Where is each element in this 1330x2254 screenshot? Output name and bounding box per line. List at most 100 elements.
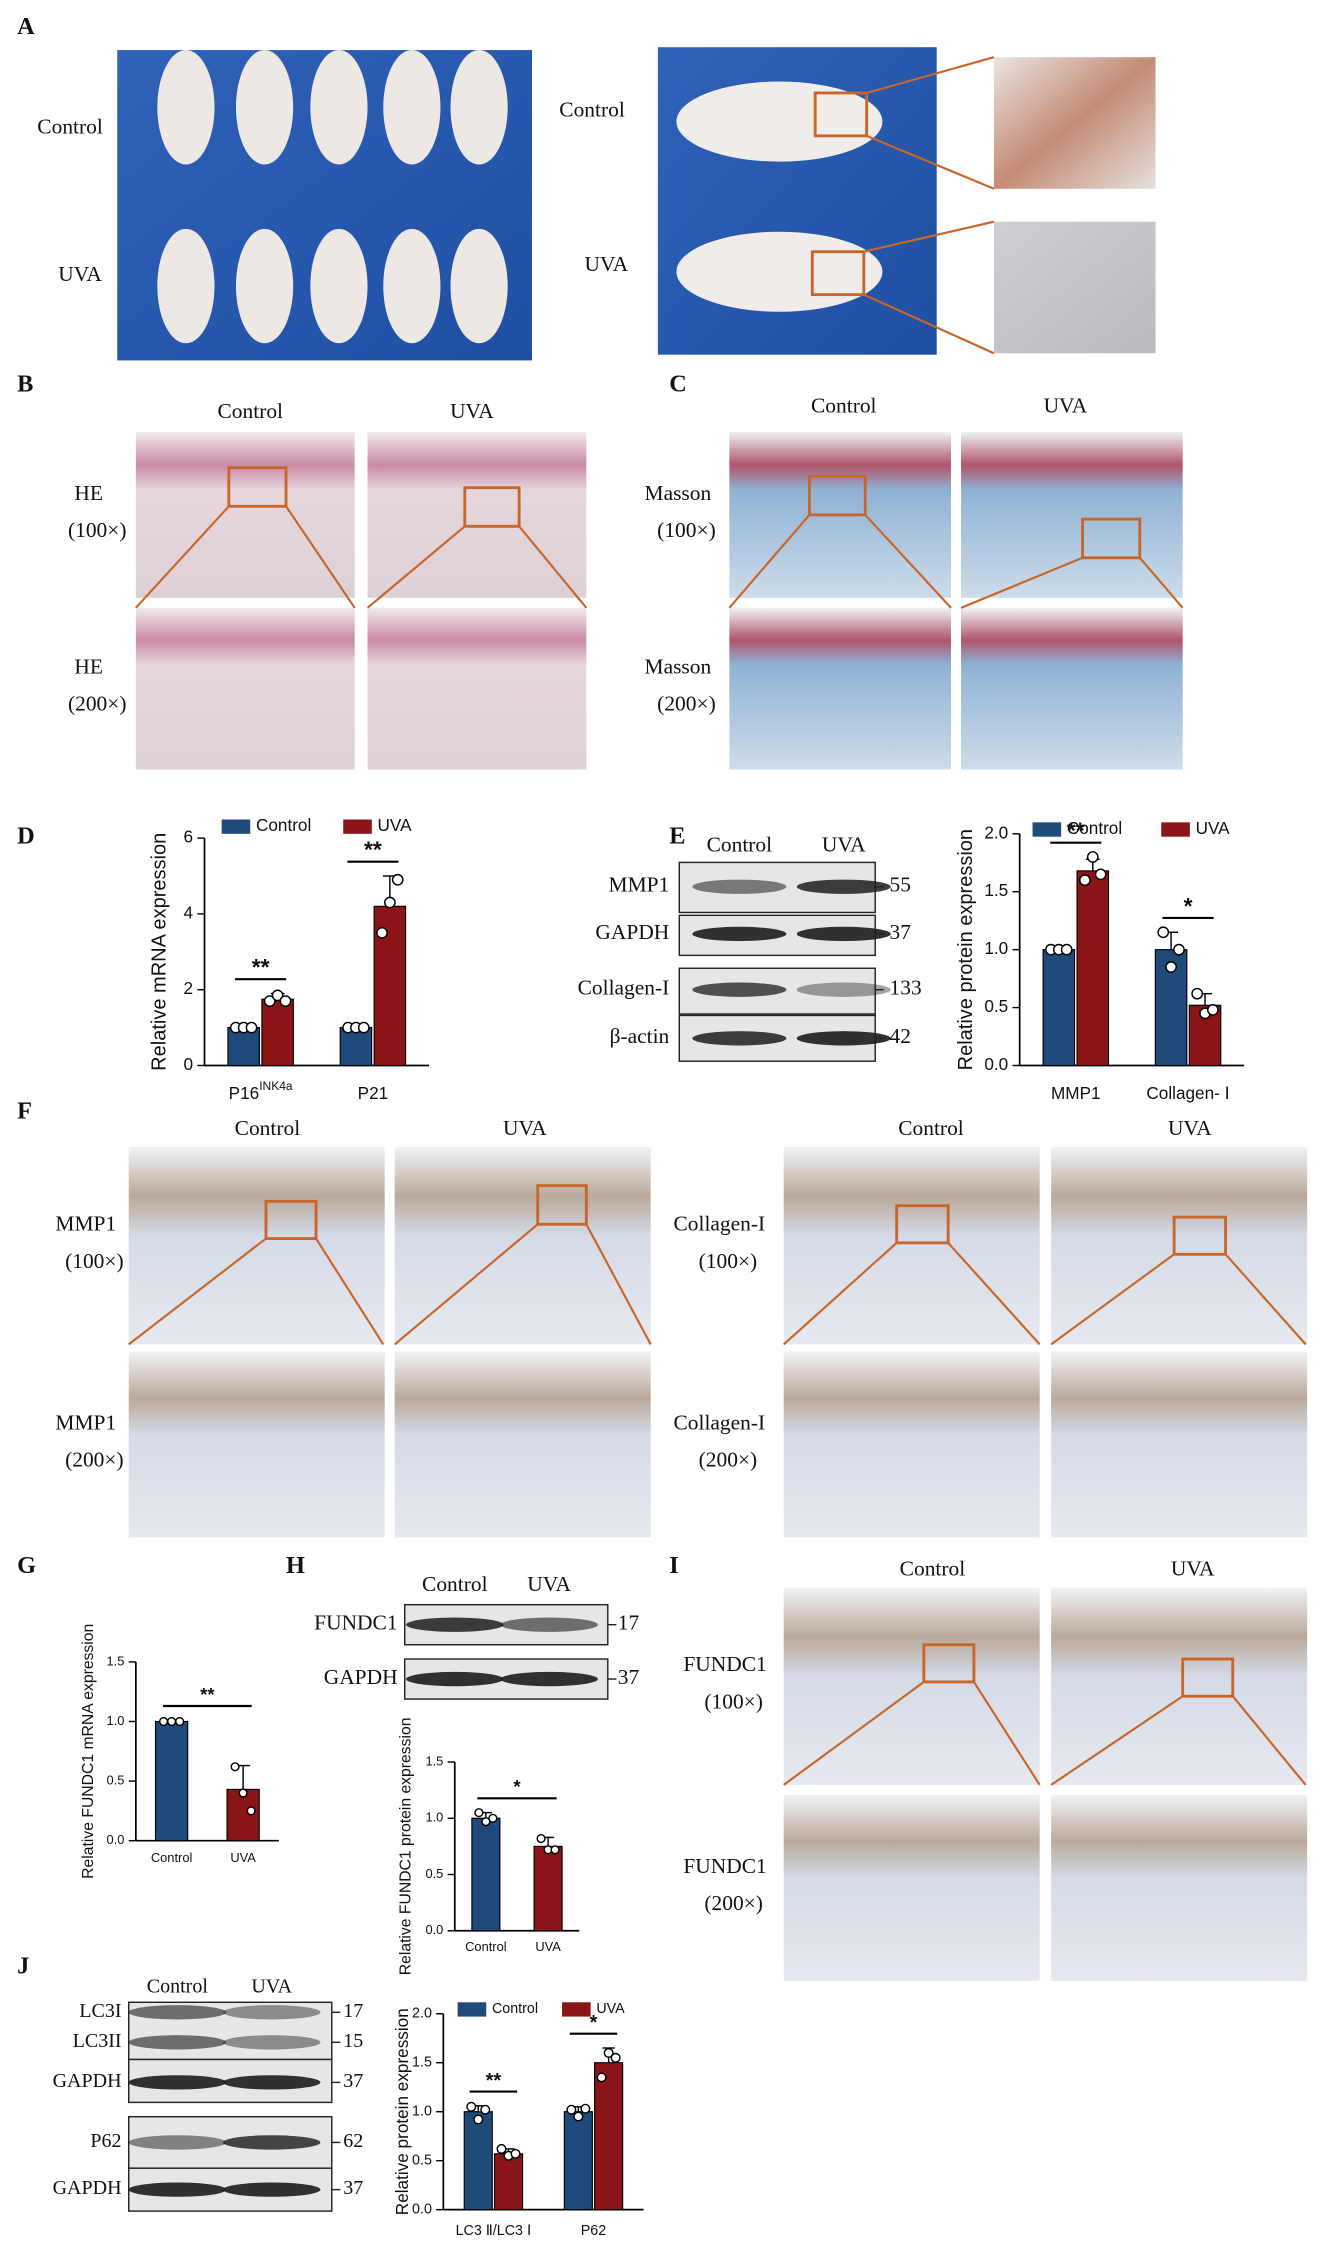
zoom-box — [813, 91, 869, 138]
zoom-box — [536, 1184, 588, 1226]
data-point — [596, 2072, 607, 2083]
zoom-line — [728, 514, 811, 609]
y-tick-label: 1.5 — [107, 1653, 125, 1668]
kda-label: 62 — [343, 2130, 363, 2152]
y-tick-label: 0.5 — [412, 2152, 432, 2168]
data-point — [550, 1845, 560, 1855]
zoom-box — [1172, 1215, 1228, 1256]
stain-label: Masson — [645, 481, 712, 505]
data-point — [1165, 961, 1177, 973]
magnification-label: (100×) — [704, 1689, 763, 1713]
blot-label: LC3I — [79, 2000, 121, 2022]
blot-band — [222, 2075, 321, 2090]
panel-letter: G — [17, 1552, 36, 1579]
blot-label: Collagen-I — [578, 976, 670, 1000]
data-point — [158, 1716, 169, 1727]
legend-swatch — [1032, 822, 1062, 837]
zoom-line — [1050, 1695, 1184, 1786]
zoom-line — [128, 1237, 267, 1346]
y-tick-label: 2 — [184, 978, 194, 998]
kda-label: 17 — [343, 2000, 363, 2022]
zoom-line — [1231, 1695, 1307, 1786]
stain-label: MMP1 — [55, 1212, 116, 1236]
data-point — [536, 1833, 546, 1844]
y-tick-label: 1.0 — [107, 1713, 125, 1728]
zoom-line — [315, 1237, 385, 1345]
blot-band — [128, 2035, 227, 2050]
data-point — [510, 2148, 521, 2159]
y-axis-label: Relative FUNDC1 protein expression — [397, 1718, 414, 1976]
blot-label: P62 — [90, 2130, 121, 2152]
kda-label: 37 — [343, 2177, 363, 2199]
bar — [227, 1027, 260, 1067]
data-point — [1094, 868, 1107, 881]
blot-band — [692, 1031, 787, 1046]
column-label: Control — [422, 1572, 488, 1596]
data-point — [230, 1762, 240, 1772]
zoom-line — [863, 293, 995, 355]
zoom-line — [866, 56, 995, 94]
zoom-line — [864, 514, 952, 609]
legend-label: UVA — [596, 2001, 625, 2017]
mouse — [450, 228, 508, 344]
category: Control — [465, 1939, 506, 1954]
data-point — [566, 2104, 577, 2115]
column-label: Control — [218, 399, 284, 423]
legend-label: UVA — [378, 815, 413, 835]
category: UVA — [230, 1851, 256, 1866]
mouse — [676, 81, 883, 162]
bar — [261, 998, 294, 1067]
data-point — [279, 995, 292, 1007]
blot-band — [222, 2035, 321, 2050]
stain-label: Collagen-I — [674, 1410, 766, 1434]
y-tick-label: 0.0 — [107, 1832, 125, 1847]
y-tick-label: 0.0 — [412, 2201, 432, 2217]
y-tick-label: 0 — [184, 1054, 194, 1074]
column-label: Control — [811, 394, 877, 418]
kda-label: 37 — [618, 1665, 640, 1689]
column-label: UVA — [1168, 1116, 1212, 1140]
bar — [533, 1845, 563, 1932]
magnification-label: (200×) — [65, 1448, 124, 1472]
blot-label: GAPDH — [53, 2177, 122, 2199]
blot-band — [692, 982, 787, 997]
kda-label: 37 — [343, 2070, 363, 2092]
photo — [1051, 1587, 1308, 1785]
category: P16 — [229, 1083, 260, 1103]
stain-label: Collagen-I — [674, 1212, 766, 1236]
row-label: UVA — [585, 252, 629, 276]
mouse — [450, 50, 508, 165]
column-label: Control — [147, 1976, 209, 1998]
data-point — [488, 1813, 498, 1823]
zoom-line — [135, 505, 230, 609]
legend-label: Control — [256, 815, 311, 835]
blot-band — [128, 2182, 227, 2197]
x-tick-label: P16INK4a — [229, 1079, 293, 1103]
zoom-box — [895, 1204, 950, 1245]
blot-band — [796, 926, 891, 942]
category: P21 — [358, 1083, 389, 1103]
photo — [135, 431, 355, 598]
photo — [128, 1351, 385, 1538]
blot-label: β-actin — [610, 1024, 670, 1048]
photo — [783, 1587, 1040, 1785]
significance-label: ** — [200, 1684, 215, 1705]
kda-label: 42 — [890, 1024, 911, 1048]
mouse — [383, 228, 441, 344]
y-tick-label: 0.5 — [107, 1772, 125, 1787]
panel-letter: J — [17, 1953, 29, 1980]
data-point — [496, 2143, 507, 2154]
category: UVA — [535, 1939, 561, 1954]
legend-swatch — [1161, 822, 1190, 837]
blot-band — [222, 2182, 321, 2197]
blot-label: LC3II — [73, 2030, 122, 2052]
kda-label: 17 — [618, 1611, 640, 1635]
panel-letter: A — [17, 13, 35, 40]
panel-letter: C — [669, 371, 687, 398]
x-tick-label: Collagen- Ⅰ — [1146, 1083, 1229, 1103]
y-axis-label: Relative protein expression — [955, 829, 977, 1070]
y-tick-label: 6 — [184, 827, 194, 847]
bar — [471, 1817, 501, 1932]
